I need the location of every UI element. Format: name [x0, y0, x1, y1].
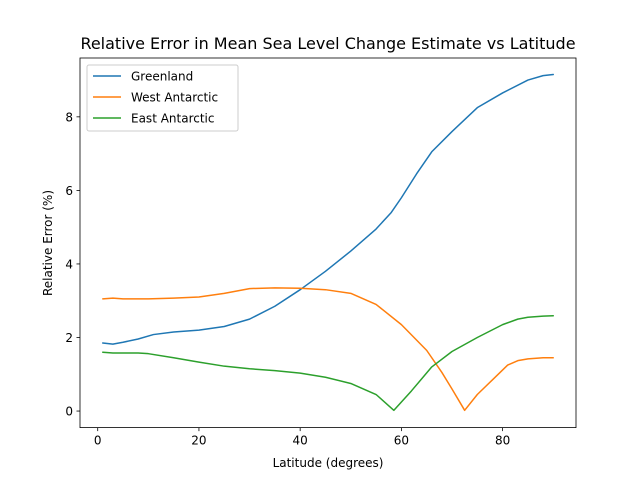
x-axis: 0 20 40 60 80	[94, 427, 510, 448]
series-line-greenland	[102, 73, 554, 345]
series-line-east-antarctic	[102, 315, 554, 412]
x-tick-label: 40	[293, 434, 308, 448]
x-tick-label: 80	[495, 434, 510, 448]
y-tick-label: 2	[65, 331, 73, 345]
series-layer	[102, 73, 554, 412]
y-tick-label: 4	[65, 257, 73, 271]
series-line-west-antarctic	[102, 287, 554, 412]
legend-label-east-antarctic: East Antarctic	[131, 112, 214, 126]
legend-label-west-antarctic: West Antarctic	[131, 91, 218, 105]
y-tick-label: 8	[65, 110, 73, 124]
y-tick-label: 6	[65, 184, 73, 198]
x-tick-label: 0	[94, 434, 102, 448]
chart-title: Relative Error in Mean Sea Level Change …	[80, 34, 575, 53]
x-axis-label: Latitude (degrees)	[273, 456, 384, 470]
legend-box	[86, 64, 239, 132]
x-tick-label: 60	[394, 434, 409, 448]
y-axis-label: Relative Error (%)	[41, 190, 55, 296]
axes-frame	[79, 57, 577, 429]
plot-area	[79, 57, 577, 429]
legend-label-greenland: Greenland	[131, 70, 193, 84]
y-axis: 0 2 4 6 8	[65, 110, 80, 419]
x-tick-label: 20	[191, 434, 206, 448]
y-tick-label: 0	[65, 405, 73, 419]
legend: Greenland West Antarctic East Antarctic	[86, 64, 239, 132]
